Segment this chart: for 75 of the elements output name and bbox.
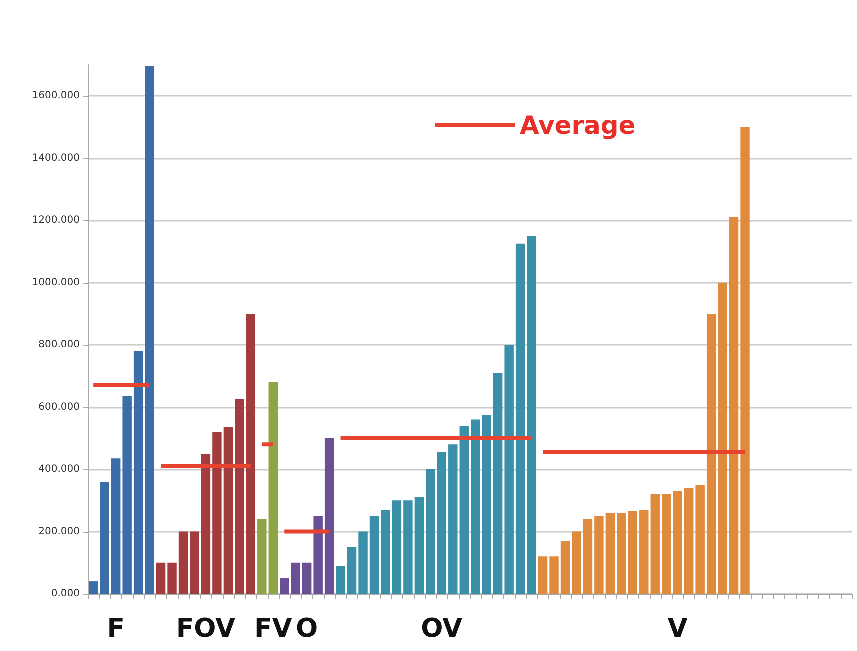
bar — [448, 444, 458, 594]
y-tick-label: 0.000 — [51, 588, 80, 600]
bar — [404, 500, 413, 594]
bar — [718, 282, 728, 594]
bar — [268, 382, 278, 594]
bar — [392, 500, 402, 594]
bar — [370, 516, 380, 594]
bar — [538, 556, 548, 594]
x-tick-label: F — [107, 614, 125, 644]
bar — [572, 532, 582, 594]
bar — [460, 426, 469, 594]
legend-label: Average — [520, 111, 636, 140]
bar — [606, 513, 616, 594]
y-tick-label: 1000.000 — [32, 277, 80, 288]
bar — [89, 582, 98, 594]
bar — [482, 415, 492, 594]
bar — [156, 562, 166, 594]
y-tick-label: 800.000 — [38, 340, 80, 351]
bar — [291, 562, 300, 594]
bar — [168, 562, 177, 594]
bar — [696, 485, 705, 594]
bar — [235, 400, 244, 594]
bar — [212, 432, 222, 594]
y-tick-label: 600.000 — [38, 402, 80, 413]
bar — [414, 498, 424, 594]
bar — [122, 396, 132, 594]
bar — [381, 510, 390, 594]
y-tick-label: 1600.000 — [32, 90, 80, 102]
bar — [100, 482, 110, 594]
bar — [134, 351, 144, 594]
bar — [650, 494, 660, 594]
bar — [527, 236, 536, 594]
bar — [437, 452, 447, 594]
bar — [178, 532, 188, 594]
bar — [224, 428, 234, 594]
bar — [314, 516, 323, 594]
y-tick-label: 400.000 — [38, 464, 80, 476]
bar — [426, 470, 436, 594]
y-tick-label: 1400.000 — [32, 152, 80, 164]
bar — [594, 516, 604, 594]
x-tick-label: FOV — [176, 614, 236, 644]
x-tick-label: FV — [254, 614, 292, 644]
bar — [662, 494, 672, 594]
bar — [640, 510, 649, 594]
y-tick-label: 1200.000 — [32, 215, 80, 226]
y-tick-label: 200.000 — [38, 526, 80, 538]
bar — [493, 373, 503, 594]
bar — [504, 345, 514, 594]
x-tick-label: O — [296, 614, 318, 644]
bar — [706, 314, 716, 594]
x-tick-label: OV — [421, 614, 463, 644]
x-tick-label: V — [668, 614, 688, 644]
bar — [471, 420, 480, 594]
bar — [347, 547, 357, 594]
bar — [324, 438, 334, 594]
bar — [145, 66, 154, 594]
bar — [336, 566, 346, 594]
bar — [740, 127, 750, 594]
bar — [684, 488, 694, 594]
bar — [550, 556, 559, 594]
bar — [516, 244, 526, 594]
bar — [280, 578, 290, 594]
bar — [190, 532, 200, 594]
bar — [583, 519, 593, 594]
bar — [617, 513, 626, 594]
bar — [673, 491, 682, 594]
bar — [729, 217, 739, 594]
bar — [302, 562, 312, 594]
bar — [111, 458, 121, 594]
bar — [628, 512, 638, 594]
bar — [358, 532, 368, 594]
bar — [201, 454, 211, 594]
bar — [246, 314, 256, 594]
bar — [258, 519, 267, 594]
bar — [560, 541, 570, 594]
